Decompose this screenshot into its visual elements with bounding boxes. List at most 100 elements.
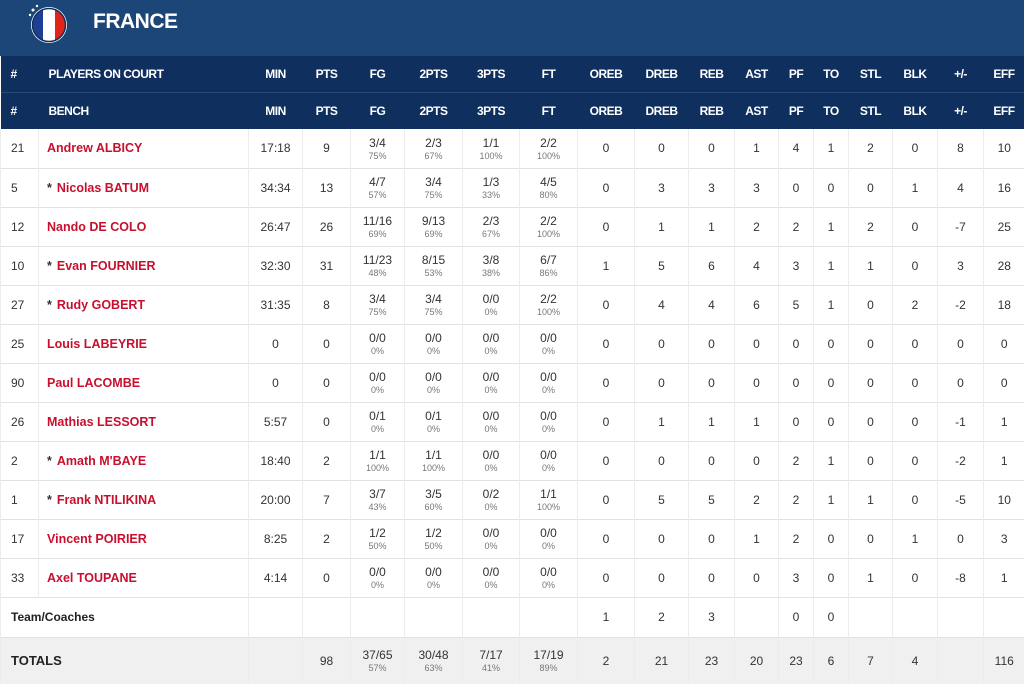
stat-percent: 38% — [481, 268, 500, 278]
stat-value: 4/5 — [540, 175, 557, 189]
column-header: 2PTS — [404, 56, 463, 93]
stat-cell — [248, 597, 303, 637]
stat-percent: 75% — [424, 190, 443, 200]
column-header: PTS — [302, 92, 351, 129]
stat-value: 4/7 — [369, 175, 386, 189]
stat-cell: 0 — [634, 363, 689, 402]
player-number: 2 — [0, 441, 39, 480]
column-header: DREB — [634, 92, 689, 129]
stat-percent: 0% — [541, 541, 555, 551]
player-row: 21 Andrew ALBICY 17:18 9 3/4 75% 2/3 67% 1/1 100%… — [0, 129, 1024, 168]
stat-cell: 28 — [983, 246, 1024, 285]
stat-cell: 4 — [688, 285, 735, 324]
stat-cell: 0/0 0% — [462, 441, 520, 480]
stat-percent: 0% — [484, 541, 498, 551]
stat-cell: 25 — [983, 207, 1024, 246]
stat-cell: 37/65 57% — [350, 637, 405, 684]
stat-cell: 13 — [302, 168, 351, 207]
stat-value: 11/23 — [362, 253, 393, 267]
stat-value: 0/0 — [482, 565, 500, 579]
stat-percent: 50% — [424, 541, 443, 551]
stat-cell: 0 — [813, 324, 849, 363]
stat-percent: 0% — [426, 385, 440, 395]
player-name: Vincent POIRIER — [38, 519, 249, 558]
stat-value: 0/0 — [540, 448, 557, 462]
player-number: 12 — [0, 207, 39, 246]
stat-cell: 32:30 — [248, 246, 303, 285]
player-number: 5 — [0, 168, 39, 207]
stat-value: 37/65 — [362, 648, 393, 662]
stat-cell: 0 — [634, 441, 689, 480]
stat-percent: 0% — [541, 580, 555, 590]
stat-value: 0/0 — [425, 370, 442, 384]
team-row: Team/Coaches 1 2 3 0 0 — [0, 597, 1024, 637]
stat-cell: 0 — [892, 207, 938, 246]
stat-value: 3/4 — [369, 292, 386, 306]
player-name-text: Vincent POIRIER — [47, 531, 147, 546]
stat-value: 0/0 — [482, 409, 500, 423]
stat-cell: 0 — [848, 519, 893, 558]
stat-cell: 31 — [302, 246, 351, 285]
stat-value: 1/1 — [425, 448, 442, 462]
stat-cell: 0 — [983, 324, 1024, 363]
stat-cell: 4 — [778, 129, 814, 168]
stat-value: 0/0 — [369, 331, 386, 345]
player-name-text: Amath M'BAYE — [56, 453, 147, 468]
stat-cell: 1 — [634, 402, 689, 441]
player-name-text: Frank NTILIKINA — [56, 492, 157, 507]
stat-cell: 0/0 0% — [519, 558, 578, 597]
column-header: PF — [778, 56, 814, 93]
stat-cell: 0 — [688, 129, 735, 168]
stat-percent: 57% — [368, 663, 387, 673]
stat-cell: 0 — [778, 402, 814, 441]
stat-cell: 98 — [302, 637, 351, 684]
stat-cell: 1 — [983, 558, 1024, 597]
stat-cell: 0 — [813, 402, 849, 441]
stat-cell: 0/0 0% — [404, 363, 463, 402]
stat-cell: 0 — [248, 363, 303, 402]
player-row: 17 Vincent POIRIER 8:25 2 1/2 50% 1/2 50% 0/0 0% 0… — [0, 519, 1024, 558]
column-header: TO — [813, 56, 849, 93]
stat-value: 3/4 — [425, 175, 442, 189]
stat-cell: 10 — [983, 129, 1024, 168]
stat-cell: 3/8 38% — [462, 246, 520, 285]
stat-value: 1/1 — [369, 448, 386, 462]
stat-cell: 2 — [778, 207, 814, 246]
stat-cell: 17/19 89% — [519, 637, 578, 684]
stat-value: 2/2 — [540, 214, 557, 228]
column-header: PLAYERS ON COURT — [38, 56, 249, 93]
player-name: Axel TOUPANE — [38, 558, 249, 597]
stat-value: 9/13 — [421, 214, 446, 228]
stat-cell: 26:47 — [248, 207, 303, 246]
player-name-text: Louis LABEYRIE — [47, 336, 148, 351]
stat-percent: 67% — [481, 229, 500, 239]
column-header: PF — [778, 92, 814, 129]
stat-percent: 75% — [368, 307, 387, 317]
stat-percent: 67% — [424, 150, 443, 161]
stat-percent: 63% — [424, 663, 443, 673]
stat-cell: 1/1 100% — [462, 129, 520, 168]
stat-cell: 0 — [302, 402, 351, 441]
stat-cell: 0 — [848, 402, 893, 441]
stat-percent: 100% — [536, 229, 561, 239]
stat-cell: 20:00 — [248, 480, 303, 519]
stat-cell: 2 — [778, 480, 814, 519]
stat-cell: 6 — [813, 637, 849, 684]
stat-cell: 0 — [813, 519, 849, 558]
stat-cell: -7 — [937, 207, 984, 246]
column-header: MIN — [248, 56, 303, 93]
stat-cell: 1 — [813, 441, 849, 480]
stat-cell: 0/0 0% — [519, 519, 578, 558]
stat-percent: 0% — [370, 424, 384, 434]
stat-cell: 2/2 100% — [519, 207, 578, 246]
player-number: 21 — [0, 129, 39, 168]
stat-cell: 6/7 86% — [519, 246, 578, 285]
player-number: 25 — [0, 324, 39, 363]
stat-cell: 0 — [302, 324, 351, 363]
stat-value: 1/3 — [482, 175, 500, 189]
stat-percent: 0% — [370, 385, 384, 395]
stat-cell: 0 — [892, 129, 938, 168]
stat-percent: 80% — [539, 190, 558, 200]
stat-cell: 0/0 0% — [350, 558, 405, 597]
stat-percent: 0% — [370, 346, 384, 356]
